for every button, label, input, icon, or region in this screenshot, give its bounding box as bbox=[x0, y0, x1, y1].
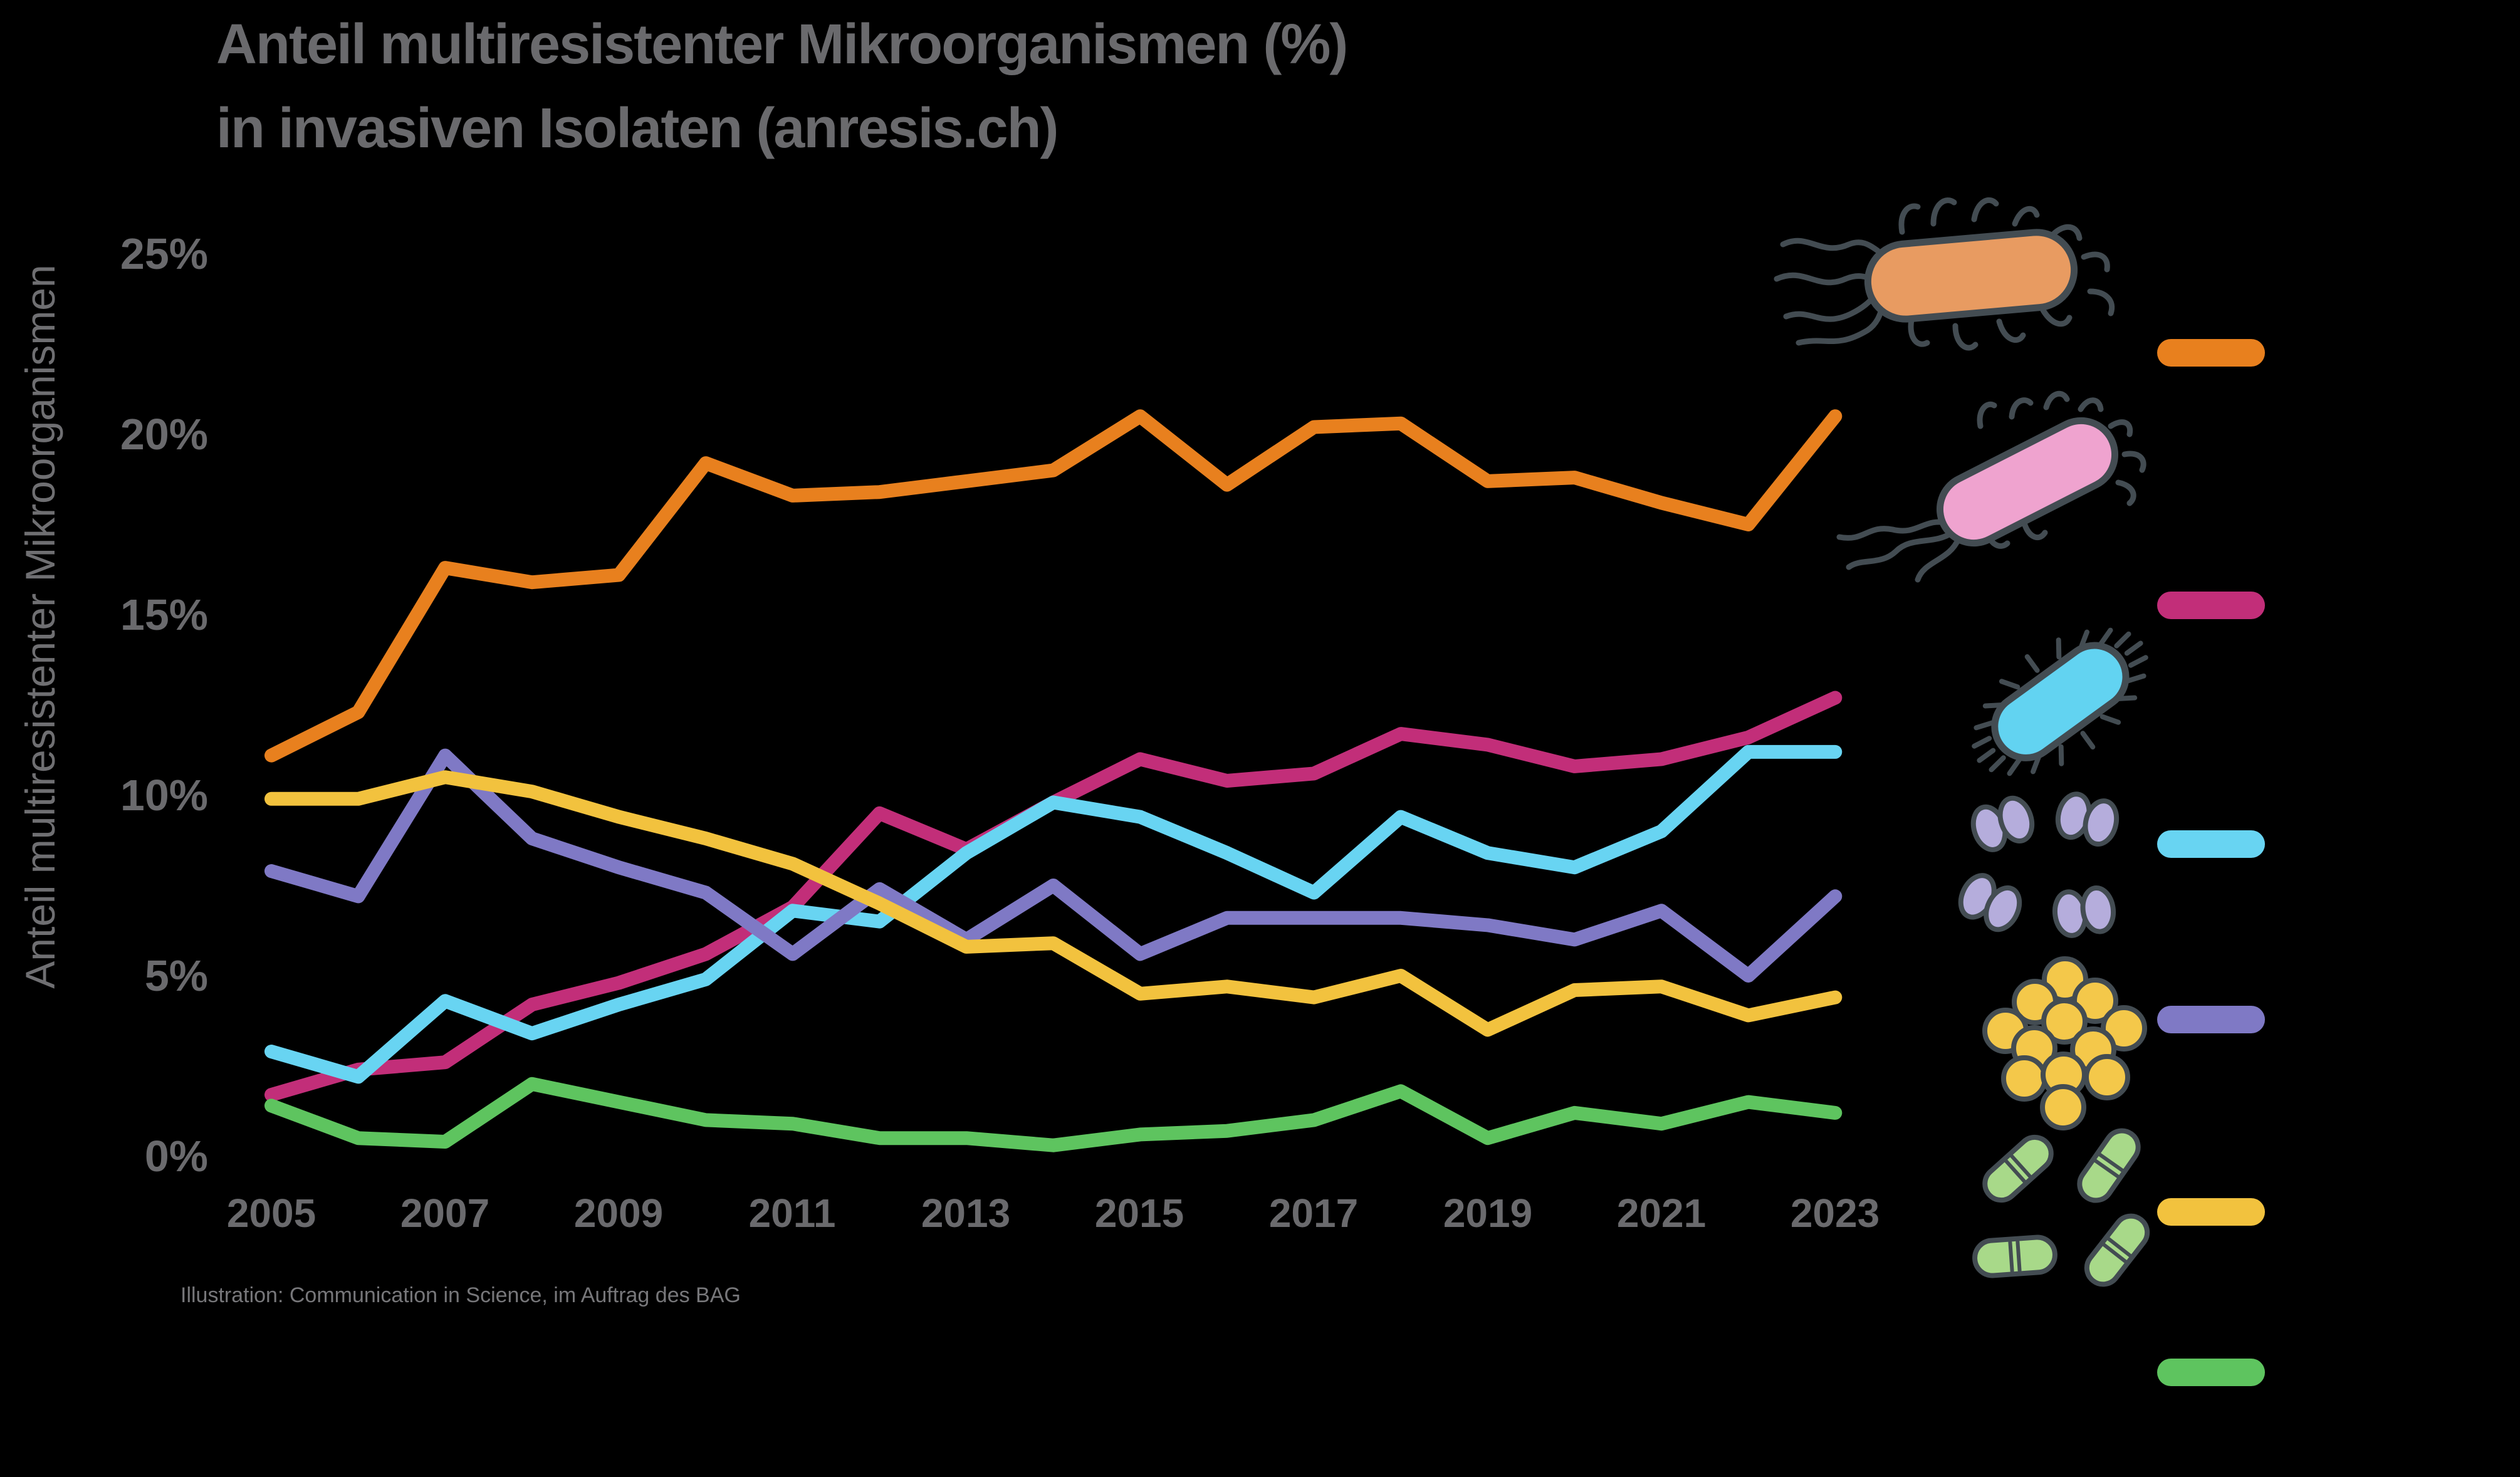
yellow-coccus bbox=[2041, 998, 2088, 1045]
pilus-spike bbox=[1999, 679, 2021, 690]
pilus-spike bbox=[1972, 736, 1992, 749]
x-tick-2007: 2007 bbox=[400, 1191, 490, 1236]
line-series-green-diplococci-pairs bbox=[264, 1077, 1843, 1152]
green-diplococcus bbox=[2084, 1213, 2150, 1287]
yellow-coccus bbox=[2084, 1054, 2130, 1100]
purple-coccus bbox=[1997, 795, 2035, 843]
y-tick-25: 25% bbox=[120, 229, 208, 278]
pilus-spike bbox=[2128, 655, 2148, 668]
x-tick-2019: 2019 bbox=[1443, 1191, 1533, 1236]
line-series-orange-rod-bacterium-with-flagella bbox=[264, 409, 1843, 763]
pilus-spike bbox=[2124, 640, 2143, 656]
rod-bacterium-pili-icon bbox=[1972, 627, 2148, 776]
diplococci-cluster-icon bbox=[1958, 791, 2120, 938]
y-tick-15: 15% bbox=[120, 590, 208, 639]
pilus-spike bbox=[2024, 654, 2040, 673]
enterococci-pairs-icon bbox=[1972, 1128, 2150, 1287]
x-tick-2011: 2011 bbox=[748, 1191, 836, 1236]
line-series-purple-diplococci-cluster bbox=[264, 748, 1843, 983]
y-tick-20: 20% bbox=[120, 410, 208, 459]
chart-title-line2: in invasiven Isolaten (anresis.ch) bbox=[216, 97, 1059, 160]
pilus-spike bbox=[2080, 731, 2096, 749]
cyan-bacterium-body bbox=[1991, 642, 2130, 761]
chart-title: Anteil multiresistenter Mikroorganismen … bbox=[216, 3, 1348, 170]
pilus-spike bbox=[2007, 757, 2022, 776]
purple-coccus bbox=[2083, 798, 2120, 847]
line-series-cyan-rod-bacterium-with-pili bbox=[264, 744, 1843, 1084]
pilus-spike bbox=[2098, 627, 2113, 647]
legend-swatch-pink bbox=[2157, 592, 2265, 619]
line-series-yellow-cocci-grape-cluster bbox=[264, 770, 1843, 1037]
pilus-spike bbox=[1977, 748, 1996, 763]
pilus-spike bbox=[2114, 631, 2131, 649]
legend-swatch-purple bbox=[2157, 1006, 2265, 1033]
orange-bacterium-body bbox=[1864, 229, 2078, 323]
yellow-coccus bbox=[2001, 1055, 2047, 1102]
green-diplococcus bbox=[1982, 1134, 2054, 1203]
staphylococci-cluster-icon bbox=[1982, 956, 2147, 1130]
legend-swatch-orange bbox=[2157, 339, 2265, 367]
pilus-spike bbox=[2058, 744, 2064, 766]
y-tick-0: 0% bbox=[144, 1132, 208, 1181]
pilus-spike bbox=[1974, 720, 1995, 731]
line-series-pink-rod-bacterium-with-flagella bbox=[264, 691, 1843, 1102]
purple-coccus bbox=[1984, 885, 2022, 932]
legend-swatch-cyan bbox=[2157, 830, 2265, 858]
footer-credit: Illustration: Communication in Science, … bbox=[180, 1283, 741, 1307]
y-tick-5: 5% bbox=[144, 951, 208, 1000]
purple-coccus bbox=[2080, 885, 2116, 934]
legend-swatch-green bbox=[2157, 1359, 2265, 1386]
yellow-coccus bbox=[2040, 1084, 2086, 1130]
x-tick-2021: 2021 bbox=[1616, 1191, 1707, 1236]
y-tick-10: 10% bbox=[120, 771, 208, 820]
pink-bacterium-body bbox=[1936, 417, 2119, 547]
green-diplococcus bbox=[2077, 1128, 2141, 1203]
x-tick-2009: 2009 bbox=[573, 1191, 664, 1236]
legend-swatch-yellow bbox=[2157, 1198, 2265, 1226]
x-tick-2023: 2023 bbox=[1790, 1191, 1880, 1236]
pilus-spike bbox=[2125, 673, 2146, 684]
green-diplococcus bbox=[1972, 1234, 2057, 1278]
x-tick-2017: 2017 bbox=[1268, 1191, 1359, 1236]
chart-title-line1: Anteil multiresistenter Mikroorganismen … bbox=[216, 13, 1348, 76]
rod-bacterium-flagella-icon bbox=[1774, 197, 2115, 351]
rod-bacterium-tilted-icon bbox=[1836, 390, 2146, 583]
x-tick-2005: 2005 bbox=[226, 1191, 316, 1236]
x-tick-2015: 2015 bbox=[1094, 1191, 1184, 1236]
pilus-spike bbox=[1989, 755, 2006, 773]
x-tick-2013: 2013 bbox=[921, 1191, 1011, 1236]
pilus-spike bbox=[2099, 714, 2121, 725]
